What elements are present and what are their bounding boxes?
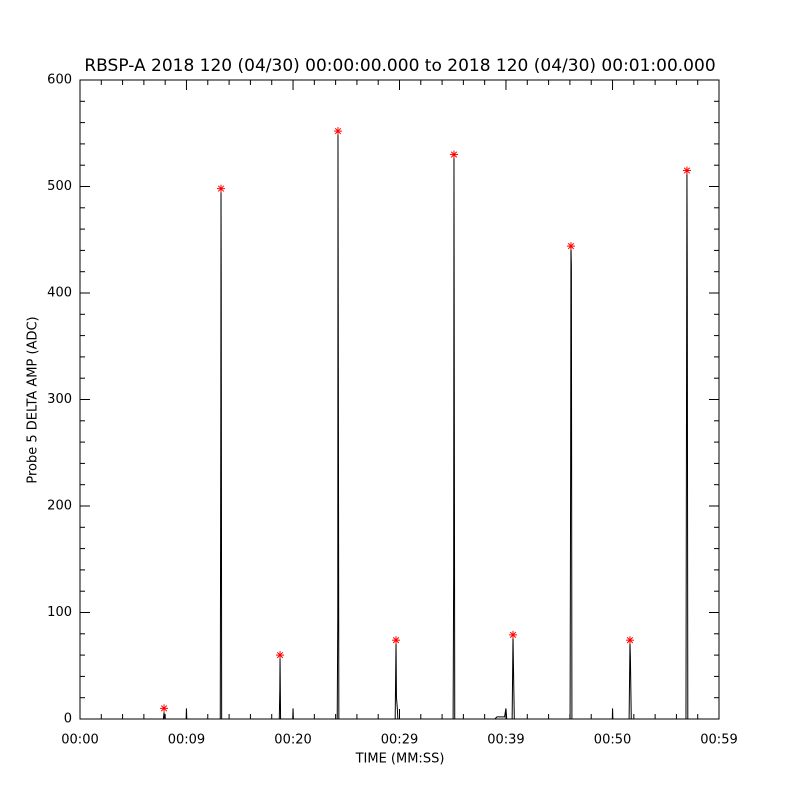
x-axis-label: TIME (MM:SS)	[355, 752, 445, 767]
x-tick-label: 00:50	[594, 733, 631, 748]
x-tick-label: 00:00	[61, 733, 98, 748]
peak-marker	[566, 242, 575, 251]
star-stroke	[626, 637, 634, 644]
y-tick-label: 200	[47, 499, 72, 514]
y-axis-label: Probe 5 DELTA AMP (ADC)	[26, 316, 41, 483]
y-tick-label: 600	[47, 73, 72, 88]
peak-marker	[682, 166, 691, 175]
x-tick-label: 00:59	[700, 733, 737, 748]
peak-marker	[276, 651, 285, 660]
peak-marker	[509, 630, 518, 639]
star-stroke	[567, 242, 575, 250]
x-tick-label: 00:29	[381, 733, 418, 748]
y-tick-label: 400	[47, 286, 72, 301]
peak-marker	[625, 636, 634, 645]
star-stroke	[334, 127, 342, 135]
chart-title: RBSP-A 2018 120 (04/30) 00:00:00.000 to …	[84, 56, 715, 76]
x-tick-label: 00:39	[487, 733, 524, 748]
star-stroke	[160, 705, 168, 712]
y-tick-label: 500	[47, 179, 72, 194]
star-stroke	[450, 151, 458, 158]
star-stroke	[683, 167, 691, 174]
x-tick-label: 00:20	[274, 733, 311, 748]
star-stroke	[276, 651, 284, 659]
peak-marker	[449, 150, 458, 159]
star-stroke	[392, 637, 400, 644]
peak-marker	[333, 127, 342, 136]
y-tick-label: 100	[47, 605, 72, 620]
star-stroke	[217, 185, 225, 192]
y-tick-label: 0	[64, 712, 72, 727]
y-tick-label: 300	[47, 392, 72, 407]
star-stroke	[509, 631, 517, 639]
x-tick-label: 00:09	[168, 733, 205, 748]
peak-marker	[392, 636, 401, 645]
data-line	[80, 131, 719, 720]
peak-marker	[217, 184, 226, 193]
peak-marker	[160, 704, 169, 713]
